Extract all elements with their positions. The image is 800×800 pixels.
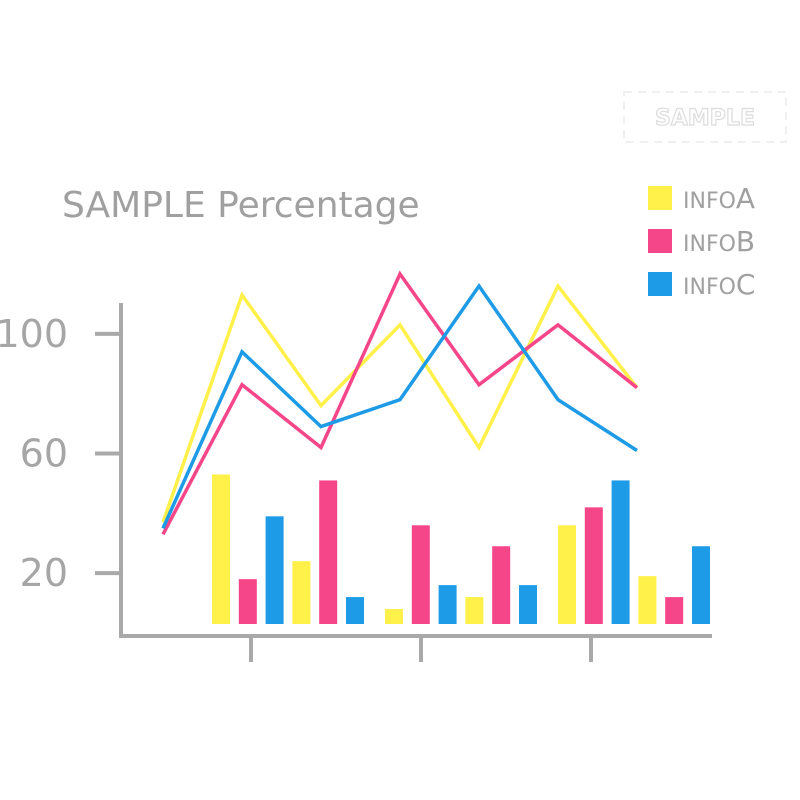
bar-g3-3-infoC xyxy=(611,480,630,624)
bar-g3-4-infoA xyxy=(638,576,657,624)
bar-g2-5-infoB xyxy=(492,546,511,624)
legend-label-infoB: INFOB xyxy=(683,225,755,258)
legend-prefix-infoA: INFO xyxy=(683,189,736,214)
y-tick-label-100: 100 xyxy=(0,312,68,356)
x-ticks xyxy=(249,638,593,662)
bar-g2-2-infoB xyxy=(411,525,430,624)
legend-prefix-infoB: INFO xyxy=(683,232,736,257)
bar-g3-1-infoA xyxy=(558,525,576,624)
bar-g1-5-infoB xyxy=(319,480,338,624)
legend-swatch-infoA xyxy=(648,186,672,210)
legend-label-infoC: INFOC xyxy=(683,268,755,301)
bar-g1-1-infoA xyxy=(212,474,230,624)
line-infoA xyxy=(161,282,639,523)
line-layer xyxy=(161,270,639,536)
bar-g2-4-infoA xyxy=(465,597,484,624)
legend-suffix-infoC: C xyxy=(736,268,756,301)
legend-swatch-infoB xyxy=(648,229,672,253)
bar-layer xyxy=(212,474,710,624)
watermark-label: SAMPLE xyxy=(655,106,755,131)
bar-g1-2-infoB xyxy=(238,579,257,624)
bar-g3-2-infoB xyxy=(584,507,603,624)
bar-g2-1-infoA xyxy=(385,609,403,624)
legend-suffix-infoA: A xyxy=(736,182,755,215)
legend-prefix-infoC: INFO xyxy=(683,275,736,300)
line-infoC xyxy=(161,282,638,530)
bar-g2-3-infoC xyxy=(438,585,457,624)
axes xyxy=(119,303,712,638)
bar-g3-5-infoB xyxy=(665,597,684,624)
bar-g1-6-infoC xyxy=(346,597,364,624)
y-ticks: 20 60 100 xyxy=(0,312,121,595)
line-infoB xyxy=(161,270,639,536)
watermark: SAMPLE xyxy=(623,91,787,143)
y-tick-label-20: 20 xyxy=(20,551,68,595)
legend-suffix-infoB: B xyxy=(736,225,755,258)
y-tick-label-60: 60 xyxy=(20,432,68,476)
watermark-frame xyxy=(623,91,787,143)
legend-swatch-infoC xyxy=(648,272,672,296)
bar-g2-6-infoC xyxy=(519,585,537,624)
legend-label-infoA: INFOA xyxy=(683,182,755,215)
chart-title: SAMPLE Percentage xyxy=(62,185,420,226)
bar-g3-6-infoC xyxy=(692,546,710,624)
bar-g1-4-infoA xyxy=(292,561,311,624)
bar-g1-3-infoC xyxy=(265,516,284,624)
